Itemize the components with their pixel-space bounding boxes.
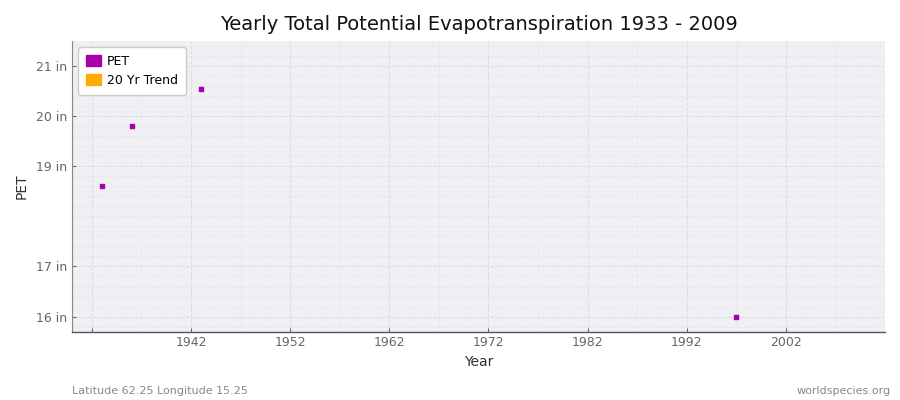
Legend: PET, 20 Yr Trend: PET, 20 Yr Trend (78, 47, 185, 95)
Point (94, 183, 109, 190)
Text: Latitude 62.25 Longitude 15.25: Latitude 62.25 Longitude 15.25 (72, 386, 248, 396)
Point (194, 86, 208, 92)
Point (124, 123, 139, 130)
Title: Yearly Total Potential Evapotranspiration 1933 - 2009: Yearly Total Potential Evapotranspiratio… (220, 15, 737, 34)
Text: worldspecies.org: worldspecies.org (796, 386, 891, 396)
X-axis label: Year: Year (464, 355, 493, 369)
Point (729, 313, 743, 320)
Y-axis label: PET: PET (15, 174, 29, 199)
